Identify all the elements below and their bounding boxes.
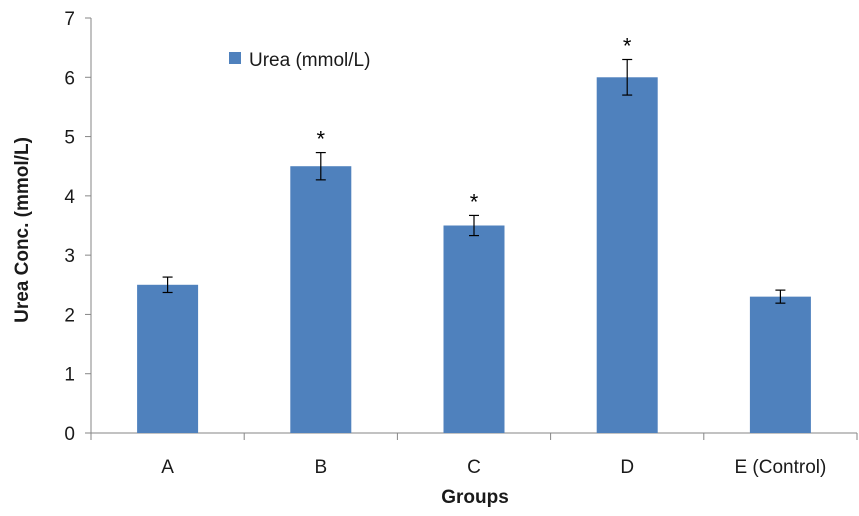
y-tick-label: 6 <box>64 68 75 89</box>
bar <box>749 296 811 433</box>
y-tick-label: 3 <box>64 246 75 267</box>
x-axis-title: Groups <box>441 487 509 508</box>
legend-swatch <box>229 52 241 64</box>
significance-marker: * <box>317 127 326 152</box>
significance-marker: * <box>470 189 479 214</box>
y-axis-title: Urea Conc. (mmol/L) <box>12 137 33 323</box>
bar <box>137 284 199 433</box>
y-tick-label: 4 <box>64 187 75 208</box>
y-tick-label: 0 <box>64 424 75 445</box>
legend-label: Urea (mmol/L) <box>249 50 370 71</box>
bar <box>290 166 352 433</box>
plot-area: 0 1 2 3 4 5 6 7 A B * C * D * E (Control) <box>64 9 858 478</box>
bar <box>443 225 505 433</box>
x-tick-label: C <box>467 457 481 478</box>
x-tick-label: B <box>314 457 327 478</box>
x-tick-label: E (Control) <box>734 457 826 478</box>
y-tick-label: 2 <box>64 305 75 326</box>
legend: Urea (mmol/L) <box>229 50 370 71</box>
significance-marker: * <box>623 34 632 59</box>
bar <box>596 77 658 434</box>
y-tick-label: 7 <box>64 9 75 30</box>
y-tick-label: 1 <box>64 365 75 386</box>
y-tick-label: 5 <box>64 128 75 149</box>
x-tick-label: D <box>620 457 634 478</box>
x-tick-label: A <box>161 457 174 478</box>
